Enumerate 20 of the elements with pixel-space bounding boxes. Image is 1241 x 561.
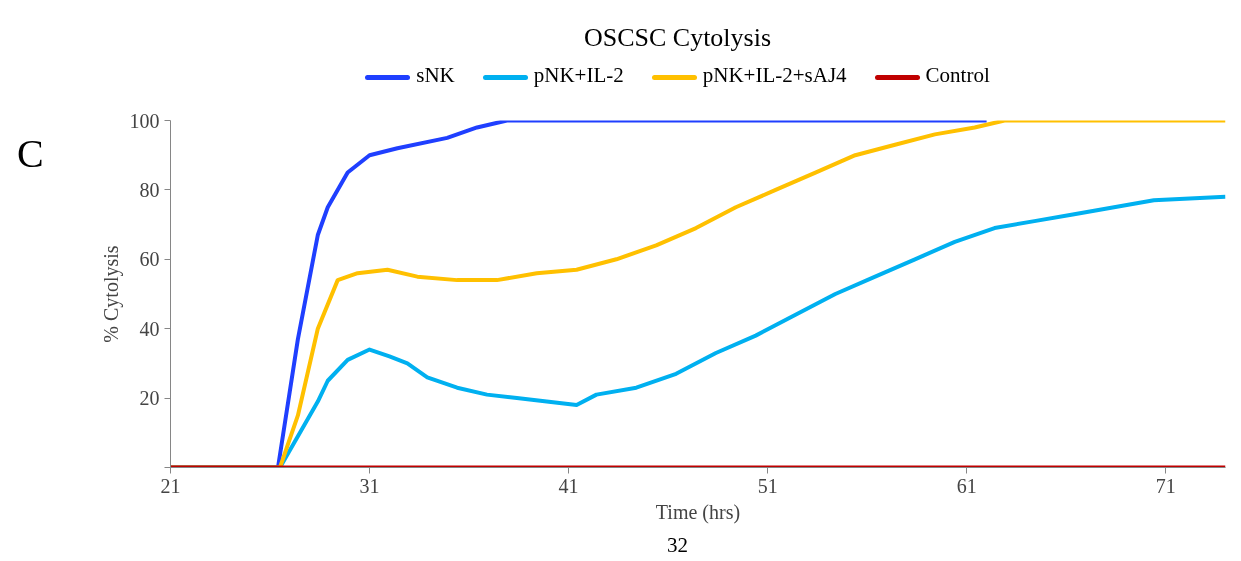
x-tick-label: 71 bbox=[1155, 474, 1176, 497]
legend-label: Control bbox=[924, 62, 990, 89]
x-tick-label: 21 bbox=[160, 474, 181, 497]
x-tick-label: 51 bbox=[757, 474, 778, 497]
y-tick-label: 20 bbox=[139, 387, 160, 410]
y-tick-label: 60 bbox=[139, 248, 160, 271]
x-tick-label: 41 bbox=[558, 474, 579, 497]
y-tick-label: 100 bbox=[129, 109, 160, 132]
legend-label: pNK+IL-2 bbox=[532, 62, 624, 89]
text: C bbox=[17, 130, 44, 178]
legend-label: pNK+IL-2+sAJ4 bbox=[701, 62, 847, 89]
text: 32 bbox=[667, 532, 688, 559]
chart-title: OSCSC Cytolysis bbox=[583, 22, 772, 54]
legend-label: sNK bbox=[415, 62, 455, 89]
y-tick-label: 40 bbox=[139, 317, 160, 340]
x-tick-label: 31 bbox=[359, 474, 380, 497]
x-tick-label: 61 bbox=[956, 474, 977, 497]
y-tick-label: 80 bbox=[139, 178, 160, 201]
x-axis-title: Time (hrs) bbox=[655, 500, 741, 524]
y-axis-title: % Cytolysis bbox=[99, 245, 123, 343]
